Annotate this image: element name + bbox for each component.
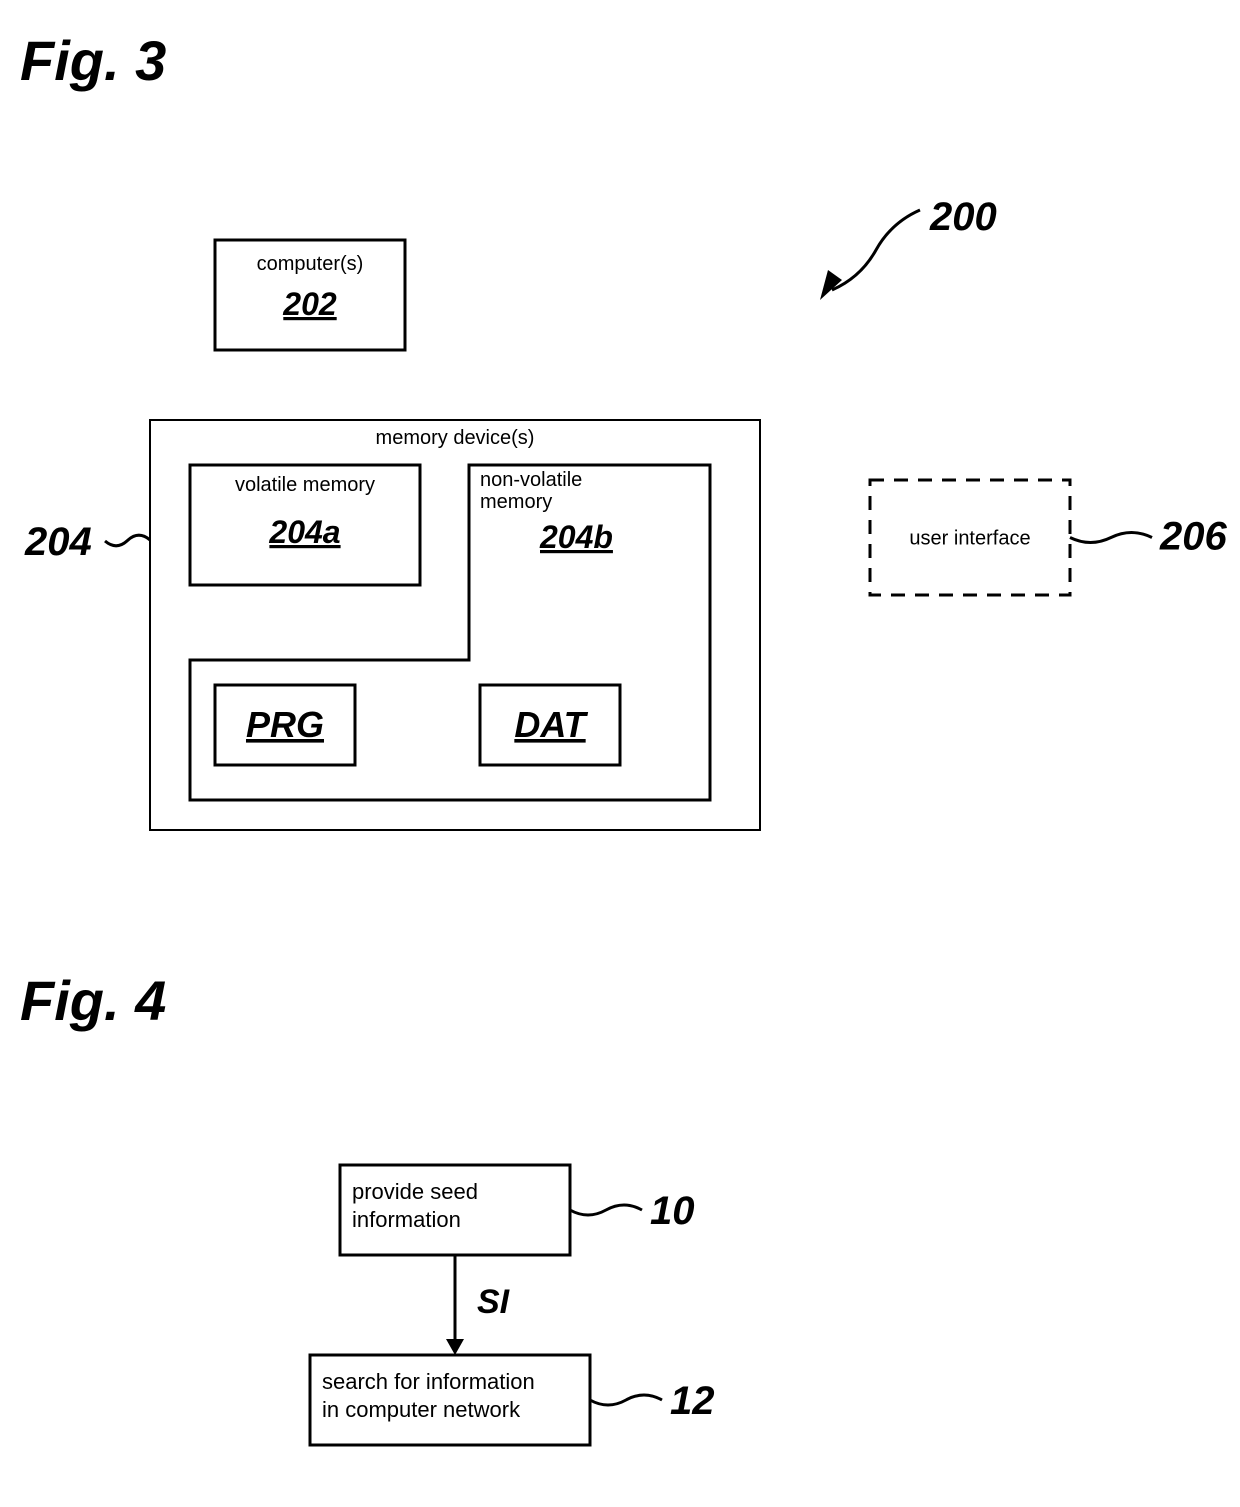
fig3-memory-label: memory device(s): [376, 427, 535, 449]
fig4-step1-label-2: information: [352, 1207, 461, 1232]
fig3-system-ref: 200: [929, 195, 997, 239]
fig3-prg-label: PRG: [246, 704, 324, 745]
fig3-title: Fig. 3: [20, 29, 166, 92]
fig3-ui-ref: 206: [1159, 515, 1227, 559]
fig3-nonvolatile-ref: 204b: [539, 519, 613, 555]
fig4-arrow-head: [446, 1339, 464, 1355]
fig3-nonvolatile-box: [190, 465, 710, 800]
fig3-dat-label: DAT: [514, 704, 588, 745]
fig4-step2-label-2: in computer network: [322, 1397, 521, 1422]
fig4-step1-label-1: provide seed: [352, 1179, 478, 1204]
fig3-memory-ref-204: 204: [24, 520, 92, 564]
fig3-nonvolatile-label-1: non-volatile: [480, 469, 582, 491]
fig4-arrow-label: SI: [477, 1283, 511, 1321]
fig3-system-arrowhead: [820, 270, 842, 300]
fig3-volatile-ref: 204a: [268, 514, 340, 550]
fig3-computer-ref: 202: [282, 286, 337, 322]
fig3-computer-label: computer(s): [257, 253, 364, 275]
fig3-volatile-label: volatile memory: [235, 474, 375, 496]
fig4-title: Fig. 4: [20, 969, 166, 1032]
fig3-ui-label: user interface: [909, 528, 1030, 550]
fig4-step2-ref: 12: [670, 1379, 715, 1423]
fig3-nonvolatile-label-2: memory: [480, 491, 552, 513]
fig4-step1-ref: 10: [650, 1189, 695, 1233]
fig4-step2-label-1: search for information: [322, 1369, 535, 1394]
